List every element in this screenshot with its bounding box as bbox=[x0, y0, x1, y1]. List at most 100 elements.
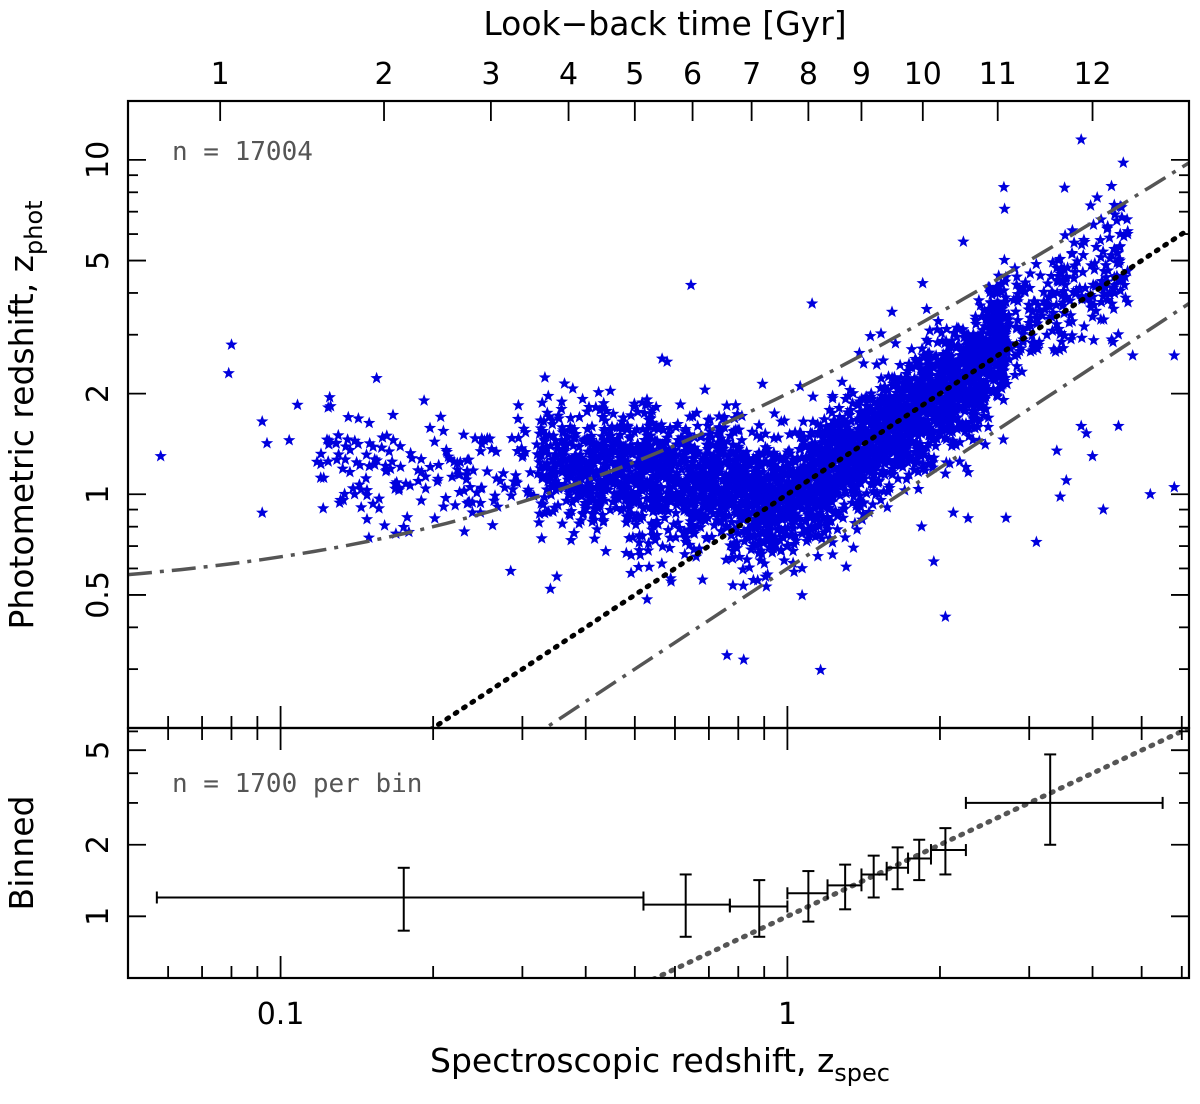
data-point bbox=[939, 610, 952, 623]
data-point bbox=[225, 338, 238, 350]
data-point bbox=[481, 465, 494, 477]
data-point bbox=[423, 421, 437, 434]
data-point bbox=[512, 398, 525, 411]
data-point bbox=[997, 433, 1010, 445]
binned-point bbox=[728, 879, 789, 938]
y-tick-label: 0.5 bbox=[81, 571, 116, 619]
data-point bbox=[720, 648, 734, 661]
data-point bbox=[1091, 191, 1104, 203]
data-point bbox=[1030, 257, 1043, 270]
data-point bbox=[544, 582, 557, 595]
data-point bbox=[342, 410, 355, 423]
scatter-points bbox=[154, 133, 1181, 676]
data-point bbox=[947, 506, 960, 518]
data-point bbox=[927, 555, 940, 567]
data-point bbox=[1103, 231, 1116, 244]
data-point bbox=[655, 557, 668, 569]
data-point bbox=[756, 377, 769, 390]
data-point bbox=[1060, 473, 1073, 486]
data-point bbox=[811, 549, 825, 562]
data-point bbox=[795, 588, 809, 601]
data-point bbox=[592, 385, 605, 398]
binned-plot-frame bbox=[126, 726, 1191, 980]
data-point bbox=[1168, 349, 1181, 361]
y-tick-label: 1 bbox=[81, 907, 116, 926]
data-point bbox=[283, 433, 296, 446]
data-point bbox=[360, 512, 374, 525]
data-point bbox=[663, 541, 676, 554]
data-point bbox=[154, 449, 167, 462]
data-point bbox=[982, 420, 995, 433]
data-point bbox=[1058, 181, 1071, 194]
data-point bbox=[737, 653, 750, 665]
data-point bbox=[439, 491, 452, 504]
data-point bbox=[920, 302, 933, 315]
data-point bbox=[504, 564, 517, 577]
data-point bbox=[370, 371, 383, 384]
data-point bbox=[768, 407, 781, 419]
data-point bbox=[806, 390, 820, 403]
top-tick-label: 8 bbox=[799, 57, 818, 92]
data-point bbox=[839, 531, 852, 543]
top-tick-label: 5 bbox=[625, 57, 644, 92]
top-tick-label: 7 bbox=[742, 57, 761, 92]
data-point bbox=[449, 498, 462, 511]
data-point bbox=[1101, 222, 1114, 235]
x-axis-label: Spectroscopic redshift, zspec bbox=[430, 1041, 890, 1087]
data-point bbox=[915, 520, 928, 532]
x-axis-label-subscript: spec bbox=[834, 1059, 890, 1087]
x-axis-label-text: Spectroscopic redshift, z bbox=[430, 1041, 834, 1080]
main-x-ticks bbox=[127, 706, 1183, 728]
data-point bbox=[642, 560, 656, 573]
binned-y-label: Binned bbox=[2, 796, 41, 911]
data-point bbox=[998, 202, 1011, 215]
data-point bbox=[556, 517, 569, 529]
data-point bbox=[458, 525, 471, 537]
data-point bbox=[428, 435, 441, 448]
y-axis-label-subscript: phot bbox=[20, 200, 48, 255]
data-point bbox=[1112, 419, 1125, 432]
data-point bbox=[997, 180, 1011, 193]
top-tick-label: 9 bbox=[852, 57, 871, 92]
sample-size-annotation: n = 17004 bbox=[172, 137, 313, 167]
data-point bbox=[893, 358, 907, 371]
binned-reference-line bbox=[649, 728, 1189, 978]
data-point bbox=[905, 342, 918, 355]
top-tick-label: 6 bbox=[683, 57, 702, 92]
data-point bbox=[624, 566, 638, 579]
data-point bbox=[599, 544, 612, 557]
data-point bbox=[847, 541, 860, 554]
data-point bbox=[511, 412, 525, 425]
data-point bbox=[474, 444, 487, 457]
data-point bbox=[857, 357, 870, 369]
data-point bbox=[674, 398, 687, 410]
data-point bbox=[814, 663, 827, 676]
data-point bbox=[826, 391, 839, 404]
data-point bbox=[432, 458, 445, 471]
data-point bbox=[1086, 449, 1099, 462]
data-point bbox=[538, 371, 552, 383]
y-tick-label: 5 bbox=[81, 741, 116, 760]
binned-point bbox=[907, 838, 932, 882]
data-point bbox=[797, 415, 810, 427]
data-point bbox=[961, 511, 975, 524]
data-point bbox=[386, 408, 400, 421]
data-point bbox=[736, 563, 750, 575]
data-point bbox=[415, 494, 428, 506]
main-y-ticks: 0.5 1 2 5 10 bbox=[81, 141, 1189, 729]
data-point bbox=[576, 392, 589, 405]
data-point bbox=[1168, 480, 1181, 493]
binned-points bbox=[155, 753, 1164, 938]
data-point bbox=[1030, 535, 1043, 548]
top-tick-label: 12 bbox=[1073, 57, 1111, 92]
data-point bbox=[835, 375, 849, 388]
y-tick-label: 10 bbox=[81, 141, 116, 179]
data-point bbox=[840, 560, 853, 573]
data-point bbox=[1078, 320, 1091, 332]
data-point bbox=[640, 592, 654, 605]
data-point bbox=[912, 482, 925, 495]
data-point bbox=[355, 500, 368, 513]
y-axis-label-text: Photometric redshift, z bbox=[2, 255, 41, 630]
data-point bbox=[359, 471, 373, 484]
data-point bbox=[684, 278, 698, 291]
